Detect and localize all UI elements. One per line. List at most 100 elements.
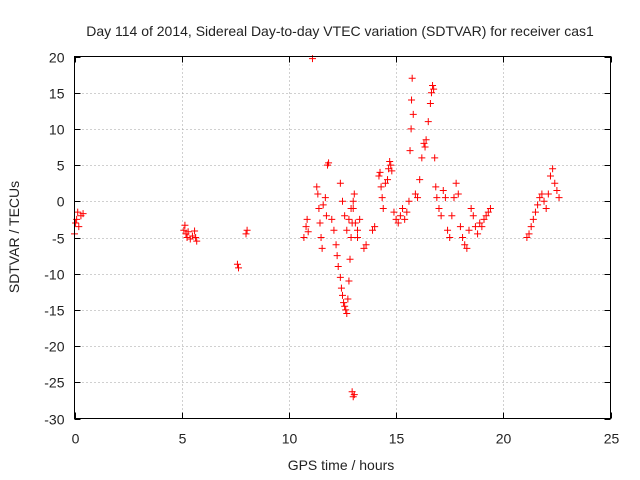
x-tick-label: 0 (72, 431, 80, 447)
data-point-marker (549, 165, 557, 173)
data-point-marker (418, 154, 426, 162)
data-point-marker (376, 168, 384, 176)
data-point-marker (341, 212, 349, 220)
data-point-marker (441, 194, 449, 202)
data-point-marker (467, 205, 475, 213)
data-point-marker (480, 215, 488, 223)
data-point-marker (387, 161, 395, 169)
data-point-marker (242, 230, 250, 238)
data-point-marker (300, 234, 308, 241)
data-point-marker (345, 277, 353, 285)
data-point-marker (536, 194, 544, 202)
y-tick-label: -20 (44, 339, 64, 355)
data-point-marker (421, 143, 429, 151)
data-point-marker (454, 190, 462, 198)
data-point-marker (350, 391, 358, 399)
y-axis-label: SDTVAR / TECUs (6, 181, 22, 293)
data-point-marker (378, 194, 386, 202)
chart-title: Day 114 of 2014, Sidereal Day-to-day VTE… (86, 23, 594, 39)
data-point-marker (553, 186, 561, 194)
data-point-marker (319, 201, 327, 209)
data-point-marker (79, 210, 87, 218)
axis-ticks (74, 56, 612, 420)
data-point-marker (347, 234, 355, 241)
data-point-marker (427, 89, 435, 97)
data-point-marker (420, 139, 428, 147)
data-point-marker (448, 212, 456, 220)
data-point-marker (334, 262, 342, 270)
y-tick-label: 15 (49, 86, 65, 102)
data-point-marker (337, 284, 345, 292)
data-point-marker (336, 179, 344, 187)
data-point-marker (433, 194, 441, 202)
data-point-marker (343, 226, 351, 234)
data-point-marker (531, 208, 539, 216)
data-point-marker (405, 197, 413, 205)
data-point-marker (396, 212, 404, 220)
data-point-marker (399, 205, 407, 213)
data-point-marker (551, 179, 559, 187)
data-point-marker (360, 244, 368, 252)
data-point-marker (321, 194, 329, 202)
data-point-marker (332, 241, 340, 249)
data-point-marker (484, 208, 492, 216)
data-point-marker (379, 205, 387, 213)
data-point-marker (381, 179, 389, 187)
x-axis-label: GPS time / hours (288, 457, 395, 473)
x-tick-label: 10 (282, 431, 298, 447)
data-point-marker (181, 221, 189, 229)
data-point-marker (432, 183, 440, 191)
data-point-marker (193, 237, 201, 245)
data-point-marker (325, 159, 333, 167)
data-point-marker (351, 219, 359, 227)
data-point-marker (371, 223, 379, 231)
data-point-marker (386, 157, 394, 165)
y-tick-label: 20 (49, 50, 65, 66)
data-point-marker (544, 190, 552, 198)
data-point-marker (426, 100, 434, 108)
data-point-marker (456, 223, 464, 231)
data-point-marker (446, 234, 454, 241)
data-point-marker (333, 252, 341, 260)
data-point-marker (527, 223, 535, 231)
data-point-marker (336, 273, 344, 281)
x-tick-label: 20 (496, 431, 512, 447)
y-tick-label: -30 (44, 412, 64, 428)
data-point-marker (463, 244, 471, 252)
data-point-marker (416, 176, 424, 184)
data-point-marker (350, 190, 358, 198)
x-tick-label: 15 (389, 431, 405, 447)
data-point-marker (354, 234, 362, 241)
data-point-marker (349, 197, 357, 205)
data-point-marker (345, 215, 353, 223)
data-point-marker (414, 194, 422, 202)
data-point-marker (340, 299, 348, 307)
data-point-marker (315, 205, 323, 213)
data-point-marker (439, 186, 447, 194)
data-point-marker (430, 85, 438, 93)
data-point-marker (409, 110, 417, 118)
x-tick-label: 25 (604, 431, 620, 447)
data-point-marker (546, 172, 554, 180)
y-tick-label: 5 (57, 158, 65, 174)
data-point-marker (341, 302, 349, 310)
data-point-marker (435, 205, 443, 213)
data-point-marker (390, 208, 398, 216)
data-point-marker (317, 234, 325, 241)
data-point-marker (555, 194, 563, 202)
y-tick-label: -10 (44, 267, 64, 283)
data-point-marker (538, 190, 546, 198)
data-point-marker (401, 215, 409, 223)
data-point-marker (482, 212, 490, 220)
data-point-marker (476, 219, 484, 227)
data-point-marker (330, 226, 338, 234)
y-tick-label: 0 (57, 194, 65, 210)
data-point-marker (408, 74, 416, 82)
data-point-marker (411, 190, 419, 198)
x-tick-label: 5 (179, 431, 187, 447)
y-tick-label: 10 (49, 122, 65, 138)
data-point-marker (243, 226, 251, 234)
data-point-marker (74, 208, 82, 216)
data-point-marker (235, 264, 243, 272)
